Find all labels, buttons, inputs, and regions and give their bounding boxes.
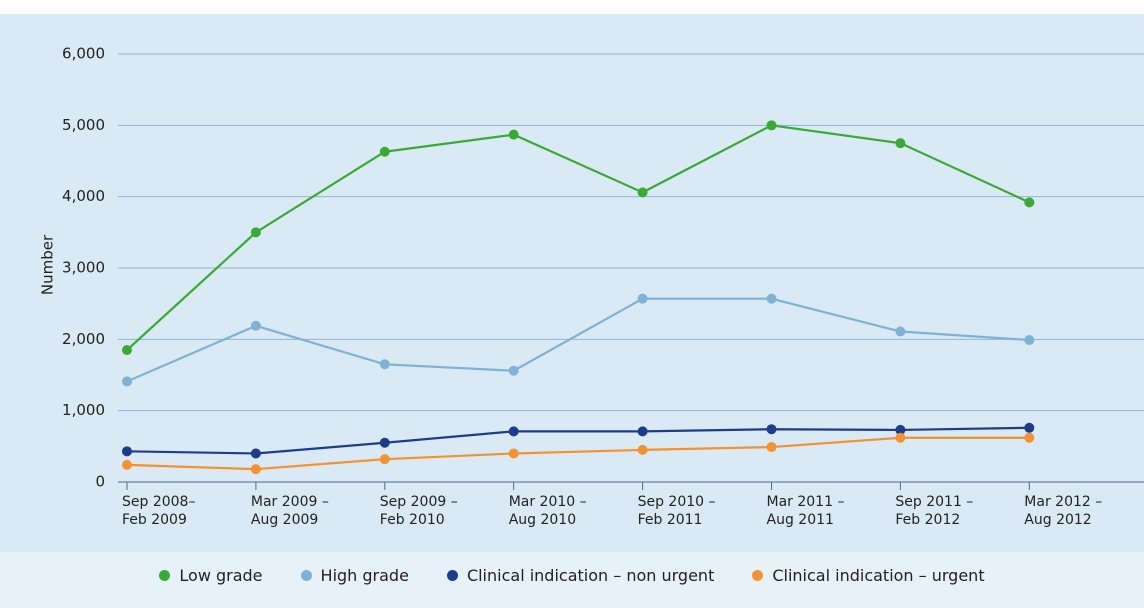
data-point [1024, 197, 1035, 208]
series-line [126, 436, 1030, 471]
x-tick-label: Mar 2011 – Aug 2011 [766, 494, 845, 528]
series-line [126, 124, 1030, 351]
data-point [637, 293, 648, 304]
data-point [250, 464, 261, 475]
data-point [766, 120, 777, 131]
data-point [379, 437, 390, 448]
legend-swatch [159, 570, 171, 581]
data-point [508, 365, 519, 376]
y-tick-label: 3,000 [62, 259, 105, 277]
data-point [766, 293, 777, 304]
legend-label: Clinical indication – non urgent [466, 566, 715, 585]
data-point [508, 129, 519, 140]
series-line [126, 297, 1030, 383]
x-tick-label: Sep 2008– Feb 2009 [122, 494, 196, 528]
x-tick-label: Sep 2010 – Feb 2011 [637, 494, 716, 528]
legend-item: Clinical indication – urgent [752, 566, 985, 585]
data-point [122, 459, 132, 470]
chart-panel [0, 14, 1144, 608]
legend-label: High grade [320, 566, 409, 585]
y-tick-label: 5,000 [62, 116, 105, 134]
legend-band [0, 552, 1144, 608]
data-point [508, 426, 519, 437]
data-point [895, 424, 906, 435]
data-point [1024, 335, 1035, 346]
y-tick-label: 4,000 [62, 187, 105, 205]
x-tick-label: Sep 2009 – Feb 2010 [379, 494, 458, 528]
legend-swatch [300, 570, 312, 581]
x-tick-label: Mar 2009 – Aug 2009 [250, 494, 329, 528]
data-point [379, 454, 390, 465]
data-point [895, 138, 906, 149]
y-axis-title: Number [39, 234, 57, 295]
data-point [250, 320, 261, 331]
data-point [637, 426, 648, 437]
data-point [637, 187, 648, 198]
data-point [766, 442, 777, 453]
data-point [379, 359, 390, 370]
data-point [122, 376, 132, 387]
data-point [895, 326, 906, 337]
x-tick-label: Mar 2010 – Aug 2010 [508, 494, 587, 528]
legend: Low grade High grade Clinical indication –… [0, 566, 1144, 585]
y-tick-label: 2,000 [62, 330, 105, 348]
data-point [895, 432, 906, 443]
data-point [508, 448, 519, 459]
data-point [1024, 422, 1035, 433]
x-tick-label: Mar 2012 – Aug 2012 [1024, 494, 1103, 528]
legend-swatch [446, 570, 458, 581]
data-point [250, 227, 261, 238]
y-tick-label: 0 [95, 473, 105, 491]
x-tick-label: Sep 2011 – Feb 2012 [895, 494, 974, 528]
data-point [766, 424, 777, 435]
legend-item: High grade [300, 566, 409, 585]
legend-item: Clinical indication – non urgent [446, 566, 715, 585]
series-line [126, 426, 1030, 455]
y-tick-label: 1,000 [62, 401, 105, 419]
data-point [637, 444, 648, 455]
legend-label: Low grade [179, 566, 263, 585]
data-point [250, 448, 261, 459]
data-point [1024, 432, 1035, 443]
y-tick-label: 6,000 [62, 45, 105, 63]
data-point [122, 345, 132, 356]
legend-label: Clinical indication – urgent [772, 566, 985, 585]
data-point [379, 146, 390, 157]
legend-item: Low grade [159, 566, 263, 585]
data-point [122, 446, 132, 457]
legend-swatch [752, 570, 764, 581]
